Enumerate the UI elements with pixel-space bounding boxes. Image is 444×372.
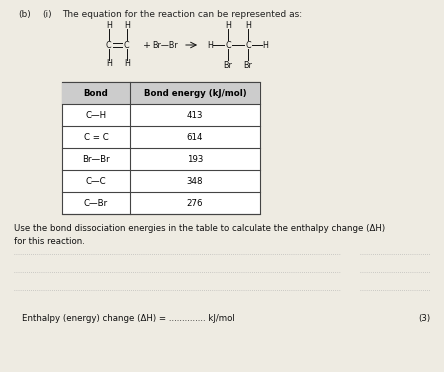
Text: 193: 193	[187, 154, 203, 164]
Text: 276: 276	[187, 199, 203, 208]
Text: 413: 413	[187, 110, 203, 119]
Text: H: H	[262, 41, 268, 49]
Text: Br—Br: Br—Br	[152, 41, 178, 49]
Text: C = C: C = C	[83, 132, 108, 141]
Text: 614: 614	[187, 132, 203, 141]
Text: H: H	[225, 22, 231, 31]
Text: H: H	[106, 60, 112, 68]
Text: H: H	[106, 22, 112, 31]
Text: Bond energy (kJ/mol): Bond energy (kJ/mol)	[144, 89, 246, 97]
Text: (b): (b)	[18, 10, 31, 19]
Text: Enthalpy (energy) change (ΔH) = .............. kJ/mol: Enthalpy (energy) change (ΔH) = ........…	[22, 314, 235, 323]
Text: Br: Br	[244, 61, 253, 70]
Text: C: C	[225, 41, 231, 49]
Text: (i): (i)	[42, 10, 52, 19]
Text: C: C	[245, 41, 251, 49]
Text: (3): (3)	[418, 314, 430, 323]
Text: Use the bond dissociation energies in the table to calculate the enthalpy change: Use the bond dissociation energies in th…	[14, 224, 385, 246]
Text: Bond: Bond	[83, 89, 108, 97]
Text: Br: Br	[224, 61, 233, 70]
Text: H: H	[207, 41, 213, 49]
Text: C: C	[123, 41, 129, 49]
Text: H: H	[245, 22, 251, 31]
Text: Br—Br: Br—Br	[82, 154, 110, 164]
Text: H: H	[124, 60, 130, 68]
Text: C—Br: C—Br	[84, 199, 108, 208]
Text: 348: 348	[187, 176, 203, 186]
Bar	[62, 82, 260, 214]
Text: H: H	[124, 22, 130, 31]
Text: C—H: C—H	[85, 110, 107, 119]
Text: C: C	[105, 41, 111, 49]
Text: C—C: C—C	[86, 176, 106, 186]
Text: +: +	[143, 41, 151, 49]
Bar	[62, 82, 260, 104]
Text: The equation for the reaction can be represented as:: The equation for the reaction can be rep…	[62, 10, 302, 19]
